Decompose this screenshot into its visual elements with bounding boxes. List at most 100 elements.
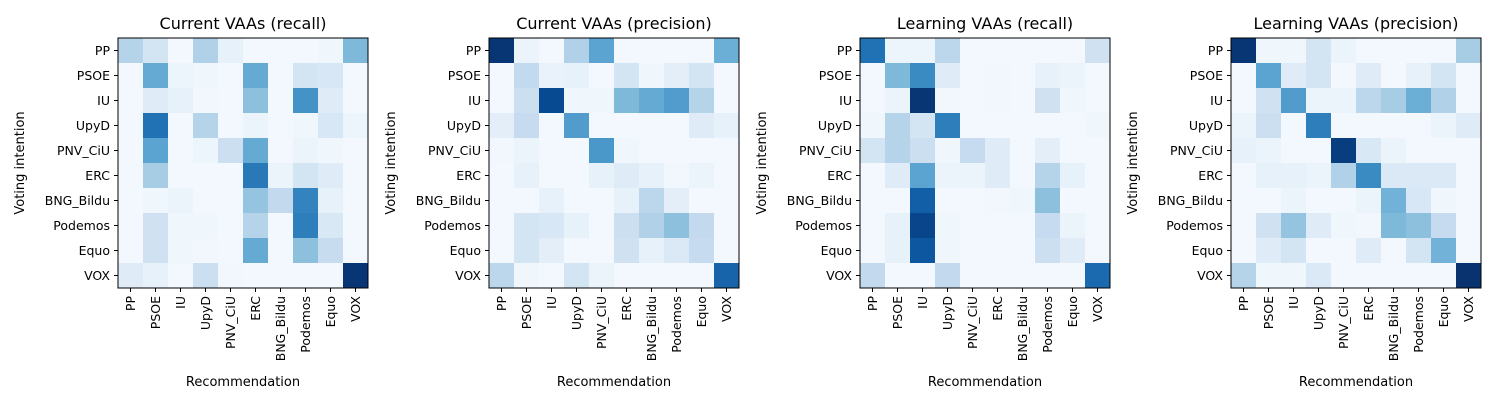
y-tick-label: VOX xyxy=(1197,268,1223,283)
heatmap-cell xyxy=(860,163,886,189)
heatmap-cell xyxy=(168,88,194,114)
x-tick-label: PSOE xyxy=(1261,296,1276,329)
y-tick-label: PSOE xyxy=(819,68,852,83)
heatmap-cell xyxy=(639,238,665,264)
heatmap-cell xyxy=(1060,163,1086,189)
heatmap-cell xyxy=(1010,63,1036,89)
heatmap-cell xyxy=(1060,63,1086,89)
heatmap-cell xyxy=(1431,63,1457,89)
heatmap-cell xyxy=(639,263,665,289)
heatmap-cell xyxy=(885,63,911,89)
heatmap-cell xyxy=(714,63,740,89)
heatmap-cell xyxy=(318,213,344,239)
heatmap-cell xyxy=(243,113,269,139)
heatmap-cell xyxy=(1060,88,1086,114)
heatmap-cell xyxy=(143,238,169,264)
heatmap-cell xyxy=(243,238,269,264)
x-tick-label: VOX xyxy=(1461,296,1476,322)
heatmap-cell xyxy=(1085,238,1111,264)
y-tick-label: PP xyxy=(95,43,111,58)
heatmap-cell xyxy=(714,38,740,64)
heatmap-cell xyxy=(1060,188,1086,214)
heatmap-cell xyxy=(1010,213,1036,239)
heatmap-cell xyxy=(343,138,369,164)
heatmap-cell xyxy=(168,63,194,89)
heatmap-cell xyxy=(960,63,986,89)
x-tick-label: UpyD xyxy=(569,296,584,330)
y-tick-label: VOX xyxy=(826,268,852,283)
x-tick-label: IU xyxy=(544,296,559,309)
heatmap-cell xyxy=(689,238,715,264)
heatmap-cell xyxy=(689,138,715,164)
heatmap-cell xyxy=(1085,63,1111,89)
heatmap-cell xyxy=(1281,188,1307,214)
heatmap-cell xyxy=(664,213,690,239)
heatmap-cell xyxy=(268,213,294,239)
heatmap-cell xyxy=(910,138,936,164)
heatmap-cell xyxy=(539,88,565,114)
heatmap-cell xyxy=(985,63,1011,89)
heatmap-cell xyxy=(1431,213,1457,239)
heatmap-cell xyxy=(664,188,690,214)
heatmap-cell xyxy=(714,88,740,114)
heatmap-cell xyxy=(1085,213,1111,239)
heatmap-cell xyxy=(1306,113,1332,139)
heatmap-cell xyxy=(564,188,590,214)
y-tick-label: PNV_CiU xyxy=(799,143,852,158)
x-tick-label: UpyD xyxy=(940,296,955,330)
x-tick-label: IU xyxy=(1286,296,1301,309)
heatmap-cell xyxy=(1456,63,1482,89)
heatmap-cell xyxy=(564,163,590,189)
heatmap-cell xyxy=(589,213,615,239)
heatmap-cell xyxy=(343,38,369,64)
x-tick-label: VOX xyxy=(348,296,363,322)
heatmap-cell xyxy=(1306,138,1332,164)
heatmap-cell xyxy=(1231,63,1257,89)
heatmap-cell xyxy=(193,88,219,114)
heatmap-cell xyxy=(143,263,169,289)
heatmap-cell xyxy=(168,213,194,239)
heatmap-cell xyxy=(489,188,515,214)
heatmap-cell xyxy=(885,38,911,64)
heatmap-cell xyxy=(268,113,294,139)
heatmap-cell xyxy=(489,113,515,139)
heatmap-cell xyxy=(1256,63,1282,89)
heatmap-cell xyxy=(1306,213,1332,239)
heatmap-cell xyxy=(1381,38,1407,64)
heatmap-cell xyxy=(960,113,986,139)
heatmap-cell xyxy=(860,213,886,239)
heatmap-cell xyxy=(1381,138,1407,164)
heatmap-cell xyxy=(539,213,565,239)
heatmap-cell xyxy=(168,163,194,189)
heatmap-cell xyxy=(193,113,219,139)
heatmap-cell xyxy=(1331,163,1357,189)
heatmap-cell xyxy=(910,38,936,64)
heatmap-cell xyxy=(514,213,540,239)
heatmap-cell xyxy=(985,138,1011,164)
heatmap-cell xyxy=(318,238,344,264)
heatmap-cell xyxy=(1331,63,1357,89)
y-tick-label: PSOE xyxy=(448,68,481,83)
y-axis-label: Voting intention xyxy=(755,111,770,214)
heatmap-cell xyxy=(860,38,886,64)
heatmap-cell xyxy=(539,38,565,64)
heatmap-cell xyxy=(1381,163,1407,189)
y-tick-label: Equo xyxy=(821,243,852,258)
heatmap-cell xyxy=(860,113,886,139)
heatmap-cell xyxy=(689,213,715,239)
y-tick-label: UpyD xyxy=(1189,118,1223,133)
heatmap-cell xyxy=(1281,138,1307,164)
y-tick-label: PP xyxy=(466,43,482,58)
heatmap-cell xyxy=(1431,113,1457,139)
plot-frame xyxy=(859,37,1111,289)
y-tick-label: VOX xyxy=(455,268,481,283)
heatmap-cell xyxy=(689,38,715,64)
heatmap-cell xyxy=(1085,88,1111,114)
heatmap-panel-1: Current VAAs (recall) PP PSOE IU UpyD PNV_CiU… xyxy=(13,14,369,390)
heatmap-cell xyxy=(714,163,740,189)
heatmap-cell xyxy=(1406,238,1432,264)
plot-frame xyxy=(117,37,369,289)
x-tick-label: IU xyxy=(915,296,930,309)
heatmap-cell xyxy=(689,88,715,114)
heatmap-cell xyxy=(218,88,244,114)
